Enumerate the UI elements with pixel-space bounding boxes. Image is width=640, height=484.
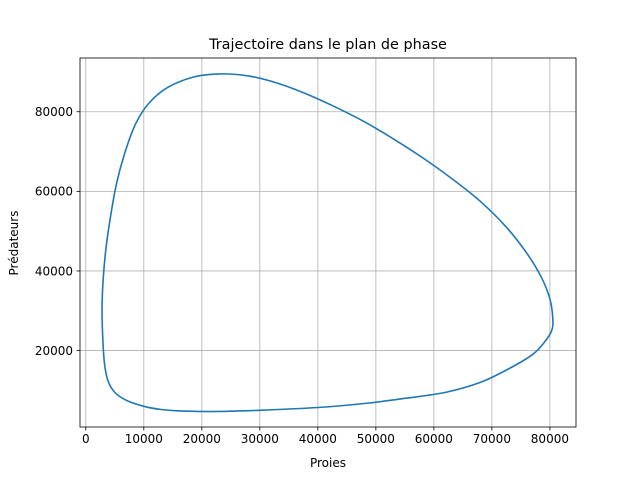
y-axis-label: Prédateurs	[7, 211, 21, 276]
x-axis-label: Proies	[310, 456, 346, 470]
x-tick-label: 60000	[415, 432, 453, 446]
tick-layer: 0 10000 20000 30000 40000 50000 60000 70000 8000…	[35, 105, 569, 446]
y-tick-label: 20000	[35, 344, 73, 358]
x-tick-label: 30000	[241, 432, 279, 446]
x-tick-label: 0	[82, 432, 90, 446]
y-tick-label: 40000	[35, 264, 73, 278]
trajectory-line	[101, 73, 554, 413]
x-tick-label: 50000	[357, 432, 395, 446]
chart-title: Trajectoire dans le plan de phase	[208, 37, 447, 53]
x-tick-label: 20000	[183, 432, 221, 446]
y-tick-label: 60000	[35, 185, 73, 199]
plot-frame	[79, 57, 577, 428]
x-tick-label: 40000	[299, 432, 337, 446]
y-tick-label: 80000	[35, 105, 73, 119]
grid-layer	[80, 58, 576, 427]
x-tick-label: 10000	[125, 432, 163, 446]
series-layer	[101, 73, 554, 413]
x-tick-label: 70000	[473, 432, 511, 446]
x-tick-label: 80000	[531, 432, 569, 446]
